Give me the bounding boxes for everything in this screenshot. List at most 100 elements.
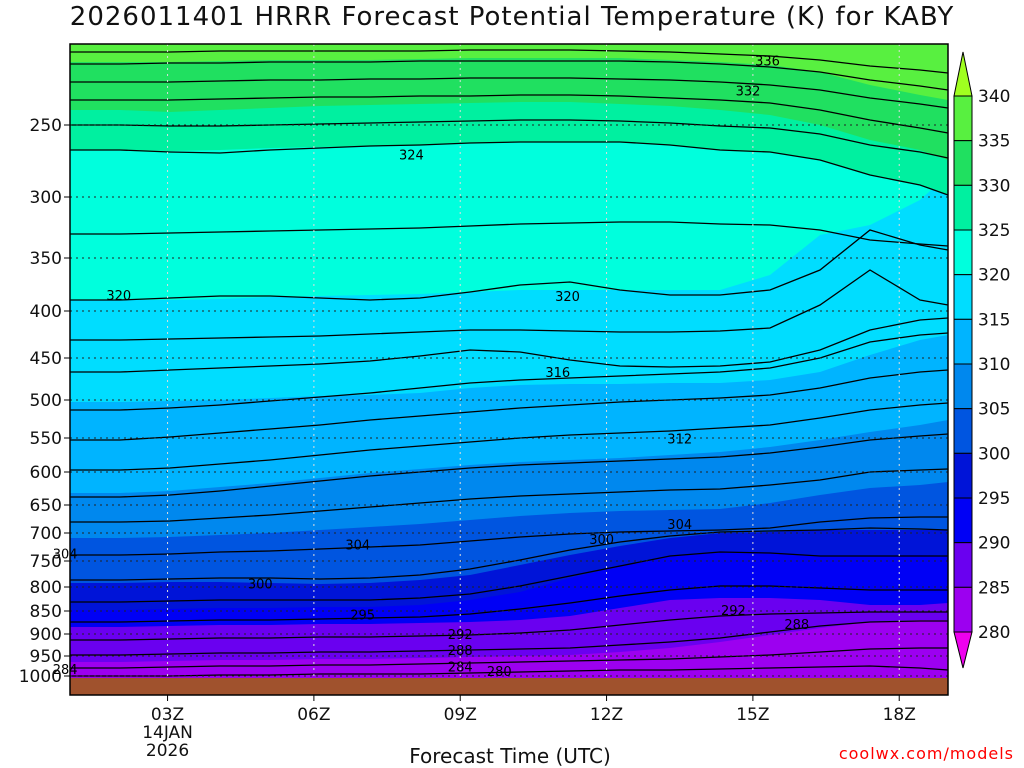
contour-line-22 xyxy=(70,49,949,74)
colorbar-segment xyxy=(953,274,973,320)
contour-line-5 xyxy=(70,551,948,603)
contour-line-0 xyxy=(70,665,949,677)
contour-label: 280 xyxy=(487,665,512,680)
x-date-label: 14JAN xyxy=(142,723,193,743)
contour-label: 284 xyxy=(448,660,473,675)
colorbar-label: 340 xyxy=(978,87,1010,107)
colorbar-label: 305 xyxy=(978,400,1010,420)
colorbar-segment xyxy=(953,542,973,588)
contour-line-17 xyxy=(70,141,949,196)
colorbar-segment xyxy=(953,95,973,142)
colorbar-top-arrow xyxy=(953,51,973,97)
contour-line-13 xyxy=(70,317,949,373)
colorbar-segment xyxy=(953,452,973,499)
colorbar-segment xyxy=(953,408,973,454)
contour-line-18 xyxy=(70,119,949,159)
contour-line-19 xyxy=(70,94,949,134)
colorbar-label: 325 xyxy=(978,221,1010,241)
y-tick-label: 700 xyxy=(30,524,62,544)
colorbar-label: 290 xyxy=(978,534,1010,554)
contour-label: 292 xyxy=(448,628,473,643)
y-tick-label: 400 xyxy=(30,302,62,322)
y-tick-label: 1000 xyxy=(19,667,62,687)
contour-line-16 xyxy=(70,221,949,247)
y-tick-label: 950 xyxy=(30,647,62,667)
colorbar-segment xyxy=(953,586,973,633)
contour-label: 320 xyxy=(555,290,580,305)
y-tick-label: 650 xyxy=(30,496,62,516)
contour-label: 292 xyxy=(721,604,746,619)
contour-line-7 xyxy=(70,516,948,556)
contour-label: 320 xyxy=(106,289,131,304)
colorbar-label: 280 xyxy=(978,623,1010,643)
colorbar-segment xyxy=(953,497,973,544)
contour-label: 304 xyxy=(53,547,78,562)
colorbar-segment xyxy=(953,363,973,410)
credit-link[interactable]: coolwx.com/models xyxy=(838,744,1014,763)
contour-label: 300 xyxy=(248,577,273,592)
colorbar-label: 285 xyxy=(978,578,1010,598)
contour-label: 288 xyxy=(448,644,473,659)
colorbar-label: 330 xyxy=(978,176,1010,196)
colorbar-segment xyxy=(953,140,973,186)
contour-label: 295 xyxy=(350,609,375,624)
contour-label: 304 xyxy=(345,539,370,554)
contour-line-15 xyxy=(70,229,949,301)
y-tick-label: 500 xyxy=(30,391,62,411)
contour-line-3 xyxy=(70,611,948,641)
contour-label: 336 xyxy=(755,55,780,70)
x-tick-label: 06Z xyxy=(297,705,330,725)
x-axis-label: Forecast Time (UTC) xyxy=(409,744,611,768)
contour-label: 332 xyxy=(736,85,761,100)
x-tick-label: 09Z xyxy=(444,705,477,725)
colorbar-label: 295 xyxy=(978,489,1010,509)
colorbar-label: 335 xyxy=(978,132,1010,152)
y-tick-label: 750 xyxy=(30,552,62,572)
colorbar-segment xyxy=(953,318,973,365)
x-tick-label: 03Z xyxy=(151,705,184,725)
y-tick-label: 350 xyxy=(30,249,62,269)
contour-line-11 xyxy=(70,369,949,441)
y-tick-label: 550 xyxy=(30,429,62,449)
plot-frame xyxy=(69,43,949,696)
contour-line-6 xyxy=(70,527,949,581)
colorbar-label: 310 xyxy=(978,355,1010,375)
contour-line-8 xyxy=(70,468,949,523)
colorbar-label: 315 xyxy=(978,310,1010,330)
filled-band-10 xyxy=(70,44,948,100)
contour-label: 304 xyxy=(667,518,692,533)
x-date-label: 2026 xyxy=(146,741,189,761)
x-tick-label: 12Z xyxy=(590,705,623,725)
y-tick-label: 800 xyxy=(30,578,62,598)
contour-label: 300 xyxy=(589,533,614,548)
y-tick-label: 600 xyxy=(30,463,62,483)
y-tick-label: 250 xyxy=(30,116,62,136)
y-tick-label: 850 xyxy=(30,602,62,622)
contour-line-20 xyxy=(70,77,949,109)
contour-label: 288 xyxy=(784,618,809,633)
colorbar-segment xyxy=(953,229,973,276)
chart-title: 2026011401 HRRR Forecast Potential Tempe… xyxy=(69,2,955,32)
contour-line-1 xyxy=(70,647,948,669)
filled-band-9 xyxy=(70,44,948,160)
colorbar-bottom-arrow xyxy=(953,631,973,669)
contour-label: 284 xyxy=(53,663,78,678)
contour-label: 312 xyxy=(667,432,692,447)
x-tick-label: 18Z xyxy=(883,705,916,725)
contour-line-14 xyxy=(70,269,949,341)
contour-label: 316 xyxy=(545,366,570,381)
contour-line-21 xyxy=(70,60,949,91)
contour-line-2 xyxy=(70,620,948,656)
contour-label: 324 xyxy=(399,148,424,163)
colorbar-label: 300 xyxy=(978,444,1010,464)
y-tick-label: 300 xyxy=(30,188,62,208)
contour-line-4 xyxy=(70,585,948,623)
colorbar-segment xyxy=(953,184,973,231)
contour-line-9 xyxy=(70,433,949,498)
ground-surface xyxy=(70,678,948,695)
y-tick-label: 900 xyxy=(30,625,62,645)
x-tick-label: 15Z xyxy=(736,705,769,725)
colorbar-label: 320 xyxy=(978,266,1010,286)
y-tick-label: 450 xyxy=(30,349,62,369)
